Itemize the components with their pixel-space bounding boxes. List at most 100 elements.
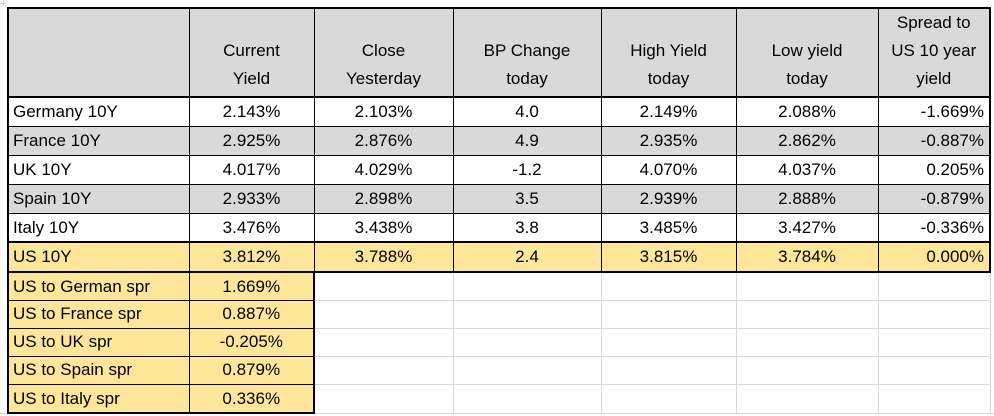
sheet-gridline (0, 413, 994, 414)
value-cell[interactable]: -0.336% (877, 212, 991, 243)
empty-sheet-cell[interactable] (453, 384, 602, 414)
row-label-cell[interactable]: US to UK spr (7, 327, 190, 357)
value-cell[interactable]: 4.070% (600, 154, 737, 185)
empty-sheet-cell[interactable] (601, 384, 737, 414)
value-cell[interactable]: 3.8 (452, 212, 602, 243)
table-row: Italy 10Y 3.476% 3.438% 3.8 3.485% 3.427% -0.3… (7, 212, 991, 243)
table-row: US to UK spr -0.205% (7, 327, 991, 357)
table-row: US to German spr 1.669% (7, 271, 991, 301)
value-cell[interactable]: 0.336% (188, 383, 315, 414)
row-label-cell[interactable]: US 10Y (7, 241, 190, 273)
table-row: Spain 10Y 2.933% 2.898% 3.5 2.939% 2.888% -0.8… (7, 183, 991, 214)
value-cell[interactable]: 3.438% (313, 212, 454, 243)
row-label-cell[interactable]: Italy 10Y (7, 212, 190, 243)
column-header-row-label[interactable] (7, 7, 190, 98)
value-cell[interactable]: 2.103% (313, 96, 454, 127)
value-cell[interactable]: 3.812% (188, 241, 315, 273)
empty-sheet-cell[interactable] (878, 328, 991, 357)
empty-sheet-cell[interactable] (878, 272, 991, 301)
row-label-cell[interactable]: US to France spr (7, 299, 190, 329)
value-cell[interactable]: 2.939% (600, 183, 737, 214)
value-cell[interactable]: 2.925% (188, 125, 315, 156)
empty-sheet-cell[interactable] (453, 356, 602, 385)
empty-sheet-cell[interactable] (314, 272, 454, 301)
value-cell[interactable]: 2.888% (735, 183, 879, 214)
value-cell[interactable]: 4.029% (313, 154, 454, 185)
value-cell[interactable]: 3.485% (600, 212, 737, 243)
value-cell[interactable]: -1.669% (877, 96, 991, 127)
empty-sheet-cell[interactable] (314, 356, 454, 385)
empty-sheet-cell[interactable] (601, 300, 737, 329)
value-cell[interactable]: -1.2 (452, 154, 602, 185)
table-row: US to Italy spr 0.336% (7, 383, 991, 414)
empty-sheet-cell[interactable] (453, 300, 602, 329)
empty-sheet-cell[interactable] (601, 328, 737, 357)
value-cell[interactable]: 2.143% (188, 96, 315, 127)
table-row: US to France spr 0.887% (7, 299, 991, 329)
value-cell[interactable]: 3.815% (600, 241, 737, 273)
empty-sheet-cell[interactable] (736, 328, 879, 357)
value-cell[interactable]: 1.669% (188, 271, 315, 301)
value-cell[interactable]: -0.205% (188, 327, 315, 357)
value-cell[interactable]: 4.9 (452, 125, 602, 156)
column-header-current-yield[interactable]: Current Yield (188, 7, 315, 98)
value-cell[interactable]: 2.876% (313, 125, 454, 156)
empty-sheet-cell[interactable] (736, 300, 879, 329)
value-cell[interactable]: 3.427% (735, 212, 879, 243)
table-row: US 10Y 3.812% 3.788% 2.4 3.815% 3.784% 0.000% (7, 241, 991, 273)
value-cell[interactable]: 4.0 (452, 96, 602, 127)
empty-sheet-cell[interactable] (878, 356, 991, 385)
column-header-spread-to-us-10-year-yield[interactable]: Spread to US 10 year yield (877, 7, 991, 98)
empty-sheet-cell[interactable] (601, 356, 737, 385)
column-header-low-yield-today[interactable]: Low yield today (735, 7, 879, 98)
table-row: France 10Y 2.925% 2.876% 4.9 2.935% 2.862% -0.… (7, 125, 991, 156)
empty-sheet-cell[interactable] (601, 272, 737, 301)
row-label-cell[interactable]: US to Italy spr (7, 383, 190, 414)
column-header-high-yield-today[interactable]: High Yield today (600, 7, 737, 98)
value-cell[interactable]: 2.898% (313, 183, 454, 214)
value-cell[interactable]: 2.933% (188, 183, 315, 214)
value-cell[interactable]: 2.088% (735, 96, 879, 127)
row-label-cell[interactable]: Germany 10Y (7, 96, 190, 127)
empty-sheet-cell[interactable] (453, 328, 602, 357)
empty-sheet-cell[interactable] (736, 356, 879, 385)
sheet-gridline (3, 0, 4, 7)
value-cell[interactable]: 4.017% (188, 154, 315, 185)
empty-sheet-cell[interactable] (736, 272, 879, 301)
value-cell[interactable]: 0.205% (877, 154, 991, 185)
value-cell[interactable]: -0.887% (877, 125, 991, 156)
column-header-bp-change-today[interactable]: BP Change today (452, 7, 602, 98)
value-cell[interactable]: 3.5 (452, 183, 602, 214)
row-label-cell[interactable]: US to Spain spr (7, 355, 190, 385)
value-cell[interactable]: 3.784% (735, 241, 879, 273)
value-cell[interactable]: 2.935% (600, 125, 737, 156)
empty-sheet-cell[interactable] (878, 384, 991, 414)
empty-sheet-cell[interactable] (736, 384, 879, 414)
value-cell[interactable]: 0.000% (877, 241, 991, 273)
value-cell[interactable]: 2.149% (600, 96, 737, 127)
row-label-cell[interactable]: UK 10Y (7, 154, 190, 185)
value-cell[interactable]: 0.879% (188, 355, 315, 385)
table-row: Germany 10Y 2.143% 2.103% 4.0 2.149% 2.088% -1… (7, 96, 991, 127)
header-row: Current Yield Close Yesterday BP Change today… (7, 7, 991, 98)
empty-sheet-cell[interactable] (878, 300, 991, 329)
table-row: US to Spain spr 0.879% (7, 355, 991, 385)
empty-sheet-cell[interactable] (314, 328, 454, 357)
table-row: UK 10Y 4.017% 4.029% -1.2 4.070% 4.037% 0.205% (7, 154, 991, 185)
bond-yield-table: Current Yield Close Yesterday BP Change today… (7, 7, 991, 414)
column-header-close-yesterday[interactable]: Close Yesterday (313, 7, 454, 98)
row-label-cell[interactable]: US to German spr (7, 271, 190, 301)
value-cell[interactable]: 0.887% (188, 299, 315, 329)
empty-sheet-cell[interactable] (314, 300, 454, 329)
value-cell[interactable]: 2.862% (735, 125, 879, 156)
empty-sheet-cell[interactable] (314, 384, 454, 414)
row-label-cell[interactable]: Spain 10Y (7, 183, 190, 214)
value-cell[interactable]: -0.879% (877, 183, 991, 214)
value-cell[interactable]: 4.037% (735, 154, 879, 185)
value-cell[interactable]: 3.476% (188, 212, 315, 243)
row-label-cell[interactable]: France 10Y (7, 125, 190, 156)
value-cell[interactable]: 3.788% (313, 241, 454, 273)
value-cell[interactable]: 2.4 (452, 241, 602, 273)
empty-sheet-cell[interactable] (453, 272, 602, 301)
